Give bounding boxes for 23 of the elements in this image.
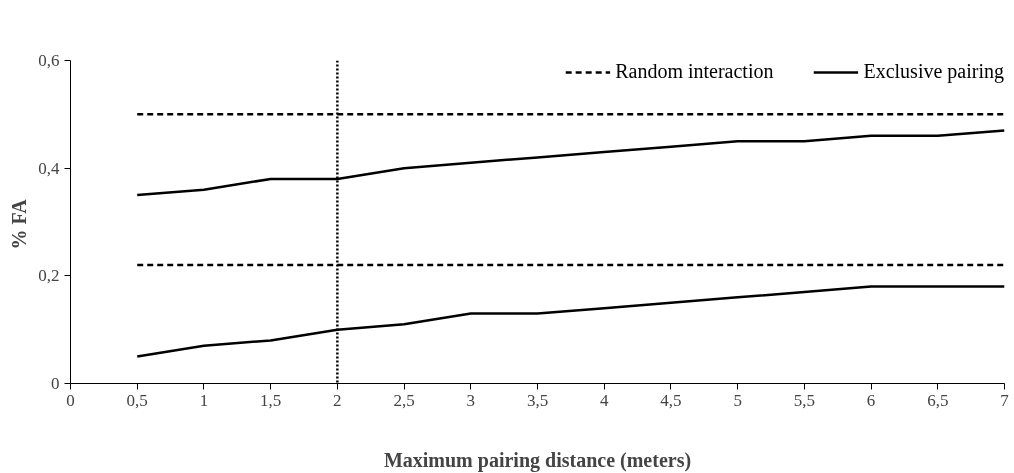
x-tick-label: 0,5 bbox=[126, 390, 148, 410]
x-tick-label: 4,5 bbox=[660, 390, 682, 410]
x-tick-label: 7 bbox=[1000, 390, 1010, 410]
x-tick-label: 6,5 bbox=[927, 390, 949, 410]
x-tick-label: 1,5 bbox=[260, 390, 282, 410]
y-axis-title: % FA bbox=[8, 198, 31, 250]
x-tick-label: 6 bbox=[866, 390, 876, 410]
x-tick-label: 5,5 bbox=[793, 390, 815, 410]
legend-label: Exclusive pairing bbox=[863, 60, 1004, 83]
legend-label: Random interaction bbox=[615, 60, 774, 83]
x-tick-label: 3 bbox=[466, 390, 476, 410]
x-tick-label: 4 bbox=[599, 390, 609, 410]
x-tick-label: 2 bbox=[333, 390, 342, 410]
x-tick-label: 0 bbox=[66, 390, 75, 410]
x-axis-title: Maximum pairing distance (meters) bbox=[383, 448, 692, 472]
x-tick-label: 3,5 bbox=[526, 390, 549, 410]
x-tick-label: 1 bbox=[199, 390, 209, 410]
y-tick-label: 0,2 bbox=[38, 266, 60, 286]
x-tick-label: 2,5 bbox=[393, 390, 415, 410]
x-tick-label: 5 bbox=[733, 390, 742, 410]
y-tick-label: 0,6 bbox=[38, 51, 60, 70]
y-tick-label: 0,4 bbox=[38, 158, 60, 178]
y-tick-label: 0 bbox=[51, 374, 60, 393]
